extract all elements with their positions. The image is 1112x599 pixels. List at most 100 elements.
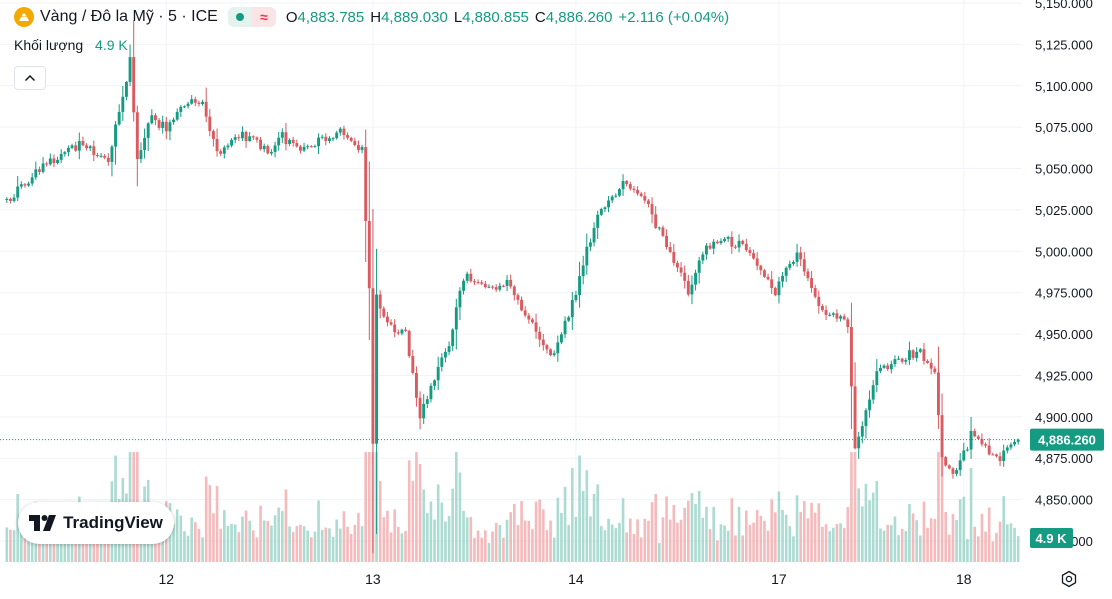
volume-bar [179,515,183,562]
candle-body [991,454,995,456]
candle-body [588,242,592,247]
volume-bar [563,486,567,562]
volume-bar [458,472,462,562]
volume-bar [774,512,777,562]
candle-body [527,315,531,320]
candle-body [110,146,114,162]
candle-body [193,99,197,103]
volume-bar [85,530,88,562]
candle-body [85,145,89,149]
volume-bar [302,526,306,562]
candle-body [353,140,357,146]
volume-bar [781,510,784,562]
volume-bar [364,452,367,562]
volume-bar [422,489,425,562]
volume-bar [908,503,911,562]
candle-body [59,153,63,160]
candle-body [715,241,719,244]
candle-body [74,145,78,151]
candle-body [987,445,991,455]
candle-body [375,294,379,444]
candle-body [327,138,331,141]
candle-body [204,101,208,117]
candle-body [233,137,237,140]
candle-body [886,365,890,370]
volume-bar [455,452,458,562]
candle-body [563,320,567,335]
volume-bar [665,496,668,562]
candle-body [208,116,212,132]
volume-label[interactable]: Khối lượng [14,37,84,53]
price-tick-label: 4,900.000 [1035,410,1093,425]
candle-body [1016,439,1020,442]
candle-body [697,260,701,273]
candle-body [657,227,661,229]
volume-bar [183,531,186,562]
candle-body [248,136,252,142]
volume-bar [803,501,806,562]
volume-bar [248,520,251,562]
candle-body [766,276,770,280]
candle-body [665,235,669,247]
open-value: 4,883.785 [297,8,365,26]
volume-bar [676,522,679,562]
candle-body [121,96,125,112]
volume-bar [933,518,937,562]
volume-bar [498,525,502,562]
delayed-data-icon: ≈ [251,7,276,27]
candle-body [309,146,313,148]
volume-bar [817,503,821,562]
market-status-pill[interactable]: ≈ [227,7,276,27]
volume-bar [574,517,578,562]
collapse-legend-button[interactable] [14,66,46,90]
candle-body [530,319,534,323]
candle-body [585,246,589,266]
volume-bar [712,506,715,562]
candle-body [639,193,643,196]
candle-body [897,358,901,360]
candle-body [955,470,959,474]
candle-body [153,115,157,121]
candle-body [128,57,132,82]
candle-body [400,329,404,334]
candle-body [201,101,205,104]
candle-body [491,286,495,288]
volume-bar [310,537,313,562]
volume-bar [632,534,636,562]
candle-body [994,454,998,457]
candle-body [440,357,444,367]
candle-body [1009,444,1013,448]
chart-settings-button[interactable] [1058,568,1080,590]
symbol-title[interactable]: Vàng / Đô la Mỹ · 5 · ICE [40,8,218,25]
volume-bar [839,523,842,562]
candle-body [795,252,799,262]
candle-body [27,183,31,186]
volume-bar [795,495,799,562]
volume-bar [429,501,433,562]
candle-body [636,189,640,194]
price-tick-label: 5,050.000 [1035,162,1093,177]
volume-bar [360,526,364,562]
volume-bar [277,507,280,562]
time-axis: 12 13 14 17 18 [0,562,1112,587]
candle-body [773,287,777,296]
volume-bar [621,498,625,562]
volume-bar [726,530,730,562]
candle-body [940,415,944,458]
volume-bar [480,537,483,562]
candle-body [690,284,694,295]
candle-body [182,106,186,108]
candle-body [857,436,861,449]
volume-bar [672,504,676,562]
candle-body [523,310,527,316]
candle-body [723,238,727,242]
tradingview-logo[interactable]: TradingView [18,502,174,544]
candle-body [918,349,922,352]
time-tick-label: 17 [771,571,787,587]
candle-body [429,385,433,400]
volume-bar [502,537,505,562]
candle-body [610,196,614,201]
candle-body [1002,450,1006,462]
